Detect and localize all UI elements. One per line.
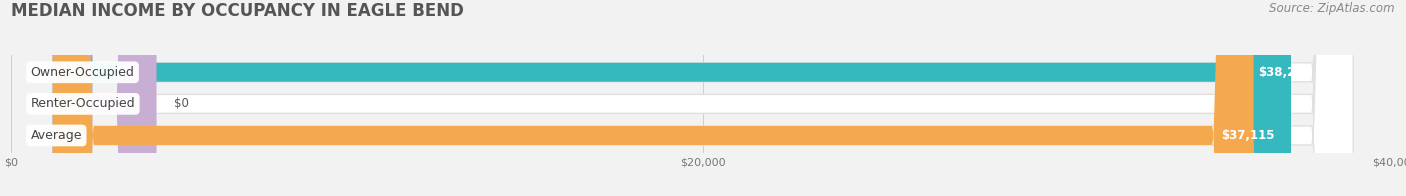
- Text: Average: Average: [31, 129, 82, 142]
- Text: MEDIAN INCOME BY OCCUPANCY IN EAGLE BEND: MEDIAN INCOME BY OCCUPANCY IN EAGLE BEND: [11, 2, 464, 20]
- Text: Renter-Occupied: Renter-Occupied: [31, 97, 135, 110]
- Text: Source: ZipAtlas.com: Source: ZipAtlas.com: [1270, 2, 1395, 15]
- FancyBboxPatch shape: [53, 0, 1353, 196]
- FancyBboxPatch shape: [53, 0, 156, 196]
- Text: Owner-Occupied: Owner-Occupied: [31, 66, 135, 79]
- FancyBboxPatch shape: [53, 0, 1353, 196]
- Text: $0: $0: [174, 97, 188, 110]
- FancyBboxPatch shape: [53, 0, 1353, 196]
- Text: $38,200: $38,200: [1258, 66, 1312, 79]
- Text: $37,115: $37,115: [1220, 129, 1274, 142]
- FancyBboxPatch shape: [53, 0, 1254, 196]
- FancyBboxPatch shape: [53, 0, 1291, 196]
